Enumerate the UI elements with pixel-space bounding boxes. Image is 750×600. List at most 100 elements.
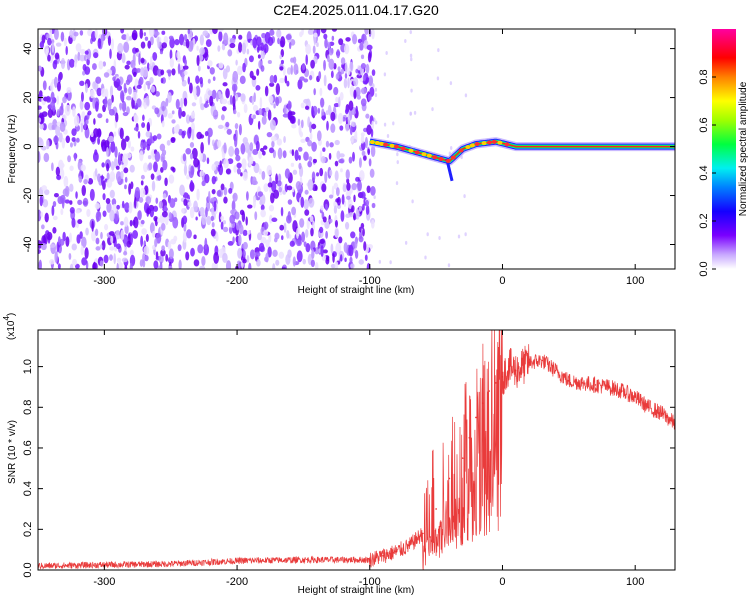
noise-speckle [255,84,261,91]
noise-speckle [389,260,392,265]
noise-speckle [136,98,142,108]
x-tick-label: -300 [93,275,115,287]
noise-speckle [128,86,132,95]
noise-speckle [138,196,144,203]
noise-speckle [335,73,340,80]
noise-speckle [410,88,413,93]
noise-speckle [282,65,286,76]
noise-speckle [302,258,306,265]
noise-speckle [269,82,275,87]
noise-speckle [246,48,250,55]
noise-speckle [360,222,365,229]
noise-speckle [80,245,84,256]
noise-speckle [233,109,237,115]
noise-speckle [220,183,225,191]
noise-speckle [279,224,285,231]
noise-speckle [109,254,113,261]
noise-speckle [166,69,172,74]
signal-blob [408,148,414,153]
noise-speckle [84,101,91,111]
noise-speckle [69,142,73,148]
noise-speckle [83,179,88,185]
noise-speckle [242,62,246,73]
snr-data-point [448,477,451,480]
noise-speckle [258,150,263,159]
noise-speckle [50,91,55,101]
noise-speckle [51,124,55,131]
noise-speckle [139,259,144,267]
noise-speckle [311,249,315,260]
noise-speckle [185,148,192,155]
noise-speckle [263,221,269,230]
noise-speckle [39,195,43,207]
noise-speckle [312,220,315,231]
noise-speckle [318,71,322,80]
exponent-sup: 4 [2,316,11,321]
noise-speckle [298,146,303,152]
noise-speckle [245,216,248,226]
noise-speckle [229,214,236,224]
noise-speckle [225,260,232,269]
noise-speckle [285,34,292,41]
noise-speckle [297,79,303,90]
noise-speckle [183,70,188,76]
noise-speckle [207,90,213,96]
noise-speckle [222,252,228,264]
noise-speckle [356,94,361,100]
noise-speckle [53,76,58,88]
noise-speckle [160,77,164,84]
snr-data-point [528,361,530,364]
noise-speckle [259,97,263,109]
noise-speckle [235,211,240,220]
noise-speckle [268,147,275,154]
y-tick-label: 0.8 [22,400,34,415]
noise-speckle [195,75,200,84]
noise-speckle [279,77,285,84]
noise-speckle [311,123,317,130]
noise-speckle [160,100,167,112]
noise-speckle [222,220,227,225]
noise-speckle [268,204,275,212]
noise-speckle [360,134,365,144]
noise-speckle [334,139,340,146]
noise-speckle [256,36,262,47]
noise-speckle [97,113,103,119]
noise-speckle [229,42,236,49]
noise-speckle [275,83,281,96]
noise-speckle [212,76,216,82]
noise-speckle [267,109,272,121]
noise-speckle [257,232,263,241]
noise-speckle [286,80,290,87]
noise-speckle [213,142,217,151]
noise-speckle [237,247,243,259]
noise-speckle [177,63,181,75]
noise-speckle [309,215,314,223]
noise-speckle [169,37,175,49]
noise-speckle [203,103,210,108]
noise-speckle [226,128,232,135]
noise-speckle [263,111,267,118]
noise-speckle [233,164,237,173]
x-tick-label: -300 [93,576,115,588]
noise-speckle [116,262,119,269]
noise-speckle [95,237,100,245]
noise-speckle [152,51,158,61]
noise-speckle [365,199,370,207]
noise-speckle [200,141,204,154]
noise-speckle [278,251,285,259]
noise-speckle [229,94,233,105]
noise-speckle [103,72,110,78]
noise-speckle [105,118,109,123]
noise-speckle [183,221,187,233]
noise-speckle [186,204,189,209]
noise-speckle [325,140,330,148]
noise-speckle [314,185,318,191]
noise-speckle [324,171,328,184]
noise-speckle [128,201,133,214]
noise-speckle [209,67,215,75]
noise-speckle [145,196,152,205]
spectrogram-y-label: Frequency (Hz) [7,115,18,184]
noise-speckle [73,31,79,37]
noise-speckle [71,128,77,136]
noise-speckle [329,142,334,148]
